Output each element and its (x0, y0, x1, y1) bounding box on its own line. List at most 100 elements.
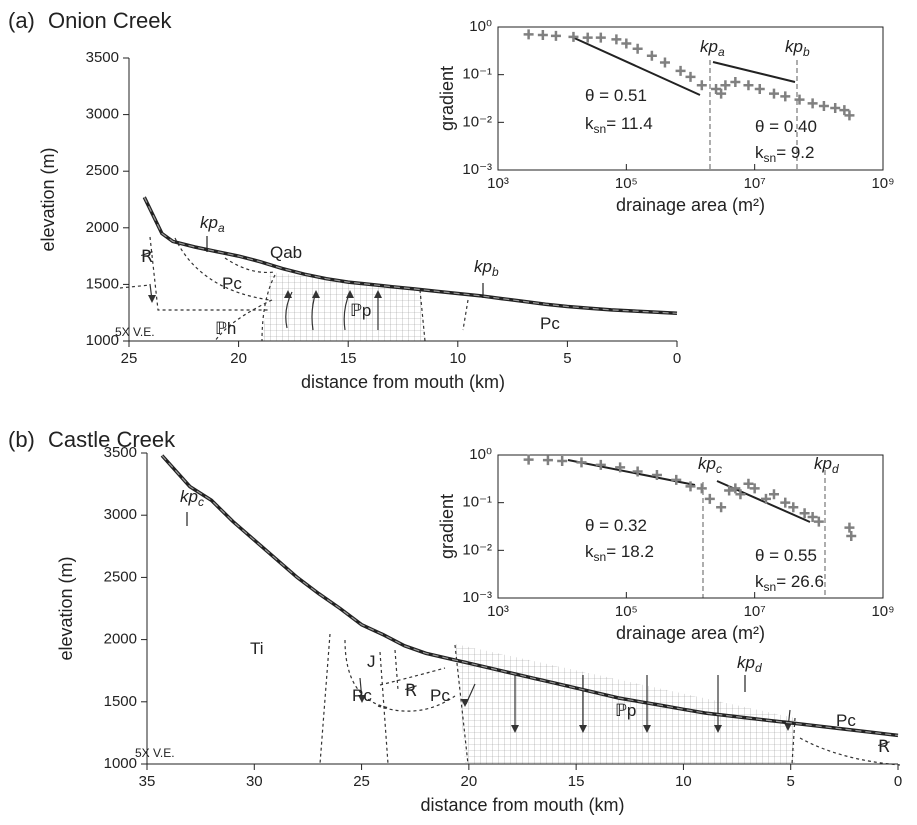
x-tick-label: 10⁷ (744, 603, 766, 620)
hatch-area (455, 644, 795, 764)
knickpoint-lines (702, 60, 826, 598)
knickpoint-ticks (186, 236, 746, 692)
annotation-text: = 9.2 (776, 143, 814, 162)
annotation-text: Pc (836, 711, 856, 730)
annotation: kpb (785, 37, 810, 59)
annotation-text: θ = 0.40 (755, 117, 817, 136)
data-point (730, 483, 741, 494)
data-point (813, 516, 824, 527)
data-point (696, 483, 707, 494)
annotation: kpa (200, 213, 225, 235)
data-point (523, 454, 534, 465)
y-axis-label: elevation (m) (56, 556, 76, 660)
annotation: Pc (540, 314, 560, 333)
y-tick-label: 2000 (86, 219, 119, 236)
annotation-text: Ti (250, 639, 264, 658)
data-point (724, 485, 735, 496)
geology-layout (119, 36, 901, 766)
annotation: kpc (698, 454, 722, 476)
data-point (671, 474, 682, 485)
data-point (557, 455, 568, 466)
annotation-text: Pc (352, 686, 372, 705)
annotation-text: k (755, 572, 764, 591)
data-point (685, 481, 696, 492)
x-tick-label: 25 (353, 773, 370, 790)
annotation: Ti (250, 639, 264, 658)
annotation-text: kp (785, 37, 803, 56)
annotation: 5X V.E. (135, 746, 175, 760)
annotation-text: kp (180, 487, 198, 506)
x-tick-label: 10⁹ (871, 175, 894, 192)
data-point (621, 38, 632, 49)
annotation: ℙp (350, 301, 371, 320)
annotation-text: θ = 0.55 (755, 546, 817, 565)
data-point (818, 101, 829, 112)
annotation-text: ℙp (350, 301, 371, 320)
y-tick-label: 1500 (86, 275, 119, 292)
annotation-subscript: b (492, 265, 499, 279)
x-tick-label: 35 (139, 773, 156, 790)
x-axis-label: distance from mouth (km) (301, 372, 505, 392)
data-point (807, 512, 818, 523)
annotation-text: Ꞧ (878, 737, 890, 756)
chart-title: Onion Creek (48, 8, 173, 33)
annotation-subscript: b (803, 45, 810, 59)
data-point (730, 77, 741, 88)
annotation: θ = 0.51 (585, 86, 647, 105)
contact-lines (119, 236, 469, 342)
data-point (537, 29, 548, 40)
profile-line-overlay (161, 455, 899, 736)
y-tick-label: 1000 (86, 332, 119, 349)
annotation: Pc (222, 274, 242, 293)
annotation-subscript: d (755, 661, 762, 675)
annotation-text: 5X V.E. (135, 746, 175, 760)
x-tick-label: 15 (340, 350, 357, 367)
y-tick-label: 10⁰ (469, 18, 492, 35)
data-point (846, 530, 857, 541)
data-point (576, 457, 587, 468)
data-point (839, 105, 850, 116)
x-tick-label: 10 (449, 350, 466, 367)
x-tick-label: 5 (563, 350, 571, 367)
y-tick-label: 10⁻¹ (462, 66, 492, 83)
annotation: J (367, 652, 376, 671)
fit-lines (567, 36, 811, 523)
x-tick-label: 10⁵ (615, 603, 638, 620)
annotation: kpd (814, 454, 839, 476)
data-point (844, 522, 855, 533)
plot-frame (497, 454, 884, 599)
annotation-text: = 18.2 (606, 542, 654, 561)
annotation-text: Pc (430, 686, 450, 705)
data-point (568, 31, 579, 42)
data-point (716, 88, 727, 99)
data-point (788, 502, 799, 513)
annotation-text: Ꞧ (405, 681, 417, 700)
data-point (704, 493, 715, 504)
y-tick-label: 2500 (86, 162, 119, 179)
data-point (595, 32, 606, 43)
annotation: kpb (474, 257, 499, 279)
x-tick-label: 10⁷ (744, 175, 766, 192)
annotation-subscript: sn (764, 151, 777, 165)
data-point (768, 88, 779, 99)
y-tick-label: 3500 (86, 49, 119, 66)
data-point (794, 94, 805, 105)
y-tick-label: 10⁻² (462, 541, 492, 558)
data-point (844, 110, 855, 121)
hatch-area (262, 272, 425, 341)
annotation-text: kp (814, 454, 832, 473)
annotation: Ꞧ (878, 737, 890, 756)
annotation-text: Qab (270, 243, 302, 262)
annotation-text: Ꞧ (141, 247, 153, 266)
annotation-text: θ = 0.51 (585, 86, 647, 105)
annotation: ℙp (615, 701, 636, 720)
y-axis-label: elevation (m) (38, 147, 58, 251)
annotation-subscript: a (218, 221, 225, 235)
y-tick-label: 10⁻² (462, 113, 492, 130)
panel-label: (a) (8, 8, 35, 33)
annotation: θ = 0.55 (755, 546, 817, 565)
y-tick-label: 3000 (86, 106, 119, 123)
data-point (696, 80, 707, 91)
annotation-text: kp (698, 454, 716, 473)
